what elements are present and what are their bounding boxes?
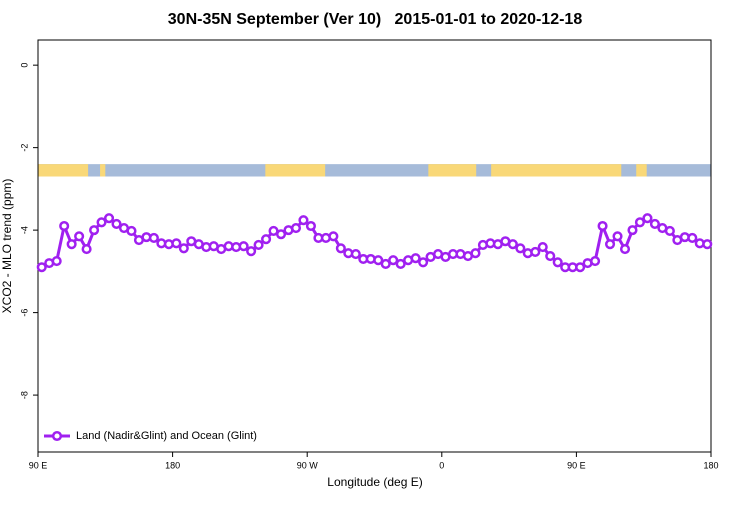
point	[418, 257, 429, 268]
point	[298, 215, 309, 226]
point	[103, 213, 115, 224]
point	[687, 232, 698, 244]
land-band	[636, 164, 647, 177]
y-tick-label: -2	[19, 144, 29, 152]
point	[642, 213, 653, 224]
point	[612, 231, 623, 242]
point	[305, 220, 316, 232]
point	[537, 241, 548, 253]
point	[395, 258, 406, 269]
point	[238, 241, 249, 252]
point	[126, 225, 137, 236]
land-band	[491, 164, 622, 177]
chart-title: 30N-35N September (Ver 10) 2015-01-01 to…	[168, 11, 583, 28]
x-tick-label: 180	[165, 460, 180, 470]
point	[627, 225, 638, 236]
point	[328, 231, 339, 242]
point	[507, 239, 518, 250]
point	[74, 231, 85, 242]
point	[253, 239, 264, 251]
point	[59, 220, 70, 232]
point	[290, 223, 302, 234]
point	[619, 244, 631, 255]
point	[597, 220, 608, 232]
point	[702, 239, 713, 250]
point	[530, 246, 541, 258]
point	[111, 218, 122, 229]
y-axis-label: XCO2 - MLO trend (ppm)	[0, 179, 14, 314]
legend-marker	[51, 430, 63, 442]
point	[350, 248, 361, 260]
point	[81, 244, 92, 255]
y-tick-label: -8	[19, 391, 29, 399]
point	[470, 248, 481, 259]
point	[605, 239, 616, 250]
point	[664, 225, 675, 236]
point	[590, 256, 601, 267]
point	[575, 262, 586, 273]
point	[410, 253, 421, 264]
point	[380, 258, 391, 269]
point	[171, 238, 182, 249]
legend-label: Land (Nadir&Glint) and Ocean (Glint)	[76, 430, 257, 442]
point	[246, 246, 257, 257]
y-tick-label: -6	[19, 309, 29, 317]
point	[545, 251, 556, 262]
x-tick-label: 0	[439, 460, 444, 470]
point	[36, 262, 47, 273]
point	[66, 239, 77, 250]
point	[552, 257, 563, 268]
point	[275, 229, 287, 240]
point	[388, 255, 399, 266]
y-tick-label: 0	[19, 63, 29, 68]
y-tick-label: -4	[19, 226, 29, 234]
land-band	[100, 164, 106, 177]
land-band	[265, 164, 326, 177]
x-tick-label: 90 E	[29, 460, 48, 470]
x-tick-label: 90 W	[297, 460, 319, 470]
point	[178, 243, 189, 254]
point	[89, 225, 100, 236]
x-tick-label: 90 E	[567, 460, 586, 470]
point	[634, 217, 646, 228]
point	[335, 243, 346, 254]
point	[148, 232, 159, 244]
x-axis-label: Longitude (deg E)	[327, 475, 422, 489]
point	[515, 243, 526, 254]
point	[373, 255, 384, 266]
x-tick-label: 180	[703, 460, 718, 470]
point	[96, 217, 107, 228]
land-band	[38, 164, 89, 177]
point	[261, 234, 272, 245]
point	[51, 256, 62, 267]
land-band	[428, 164, 477, 177]
point	[649, 218, 660, 229]
